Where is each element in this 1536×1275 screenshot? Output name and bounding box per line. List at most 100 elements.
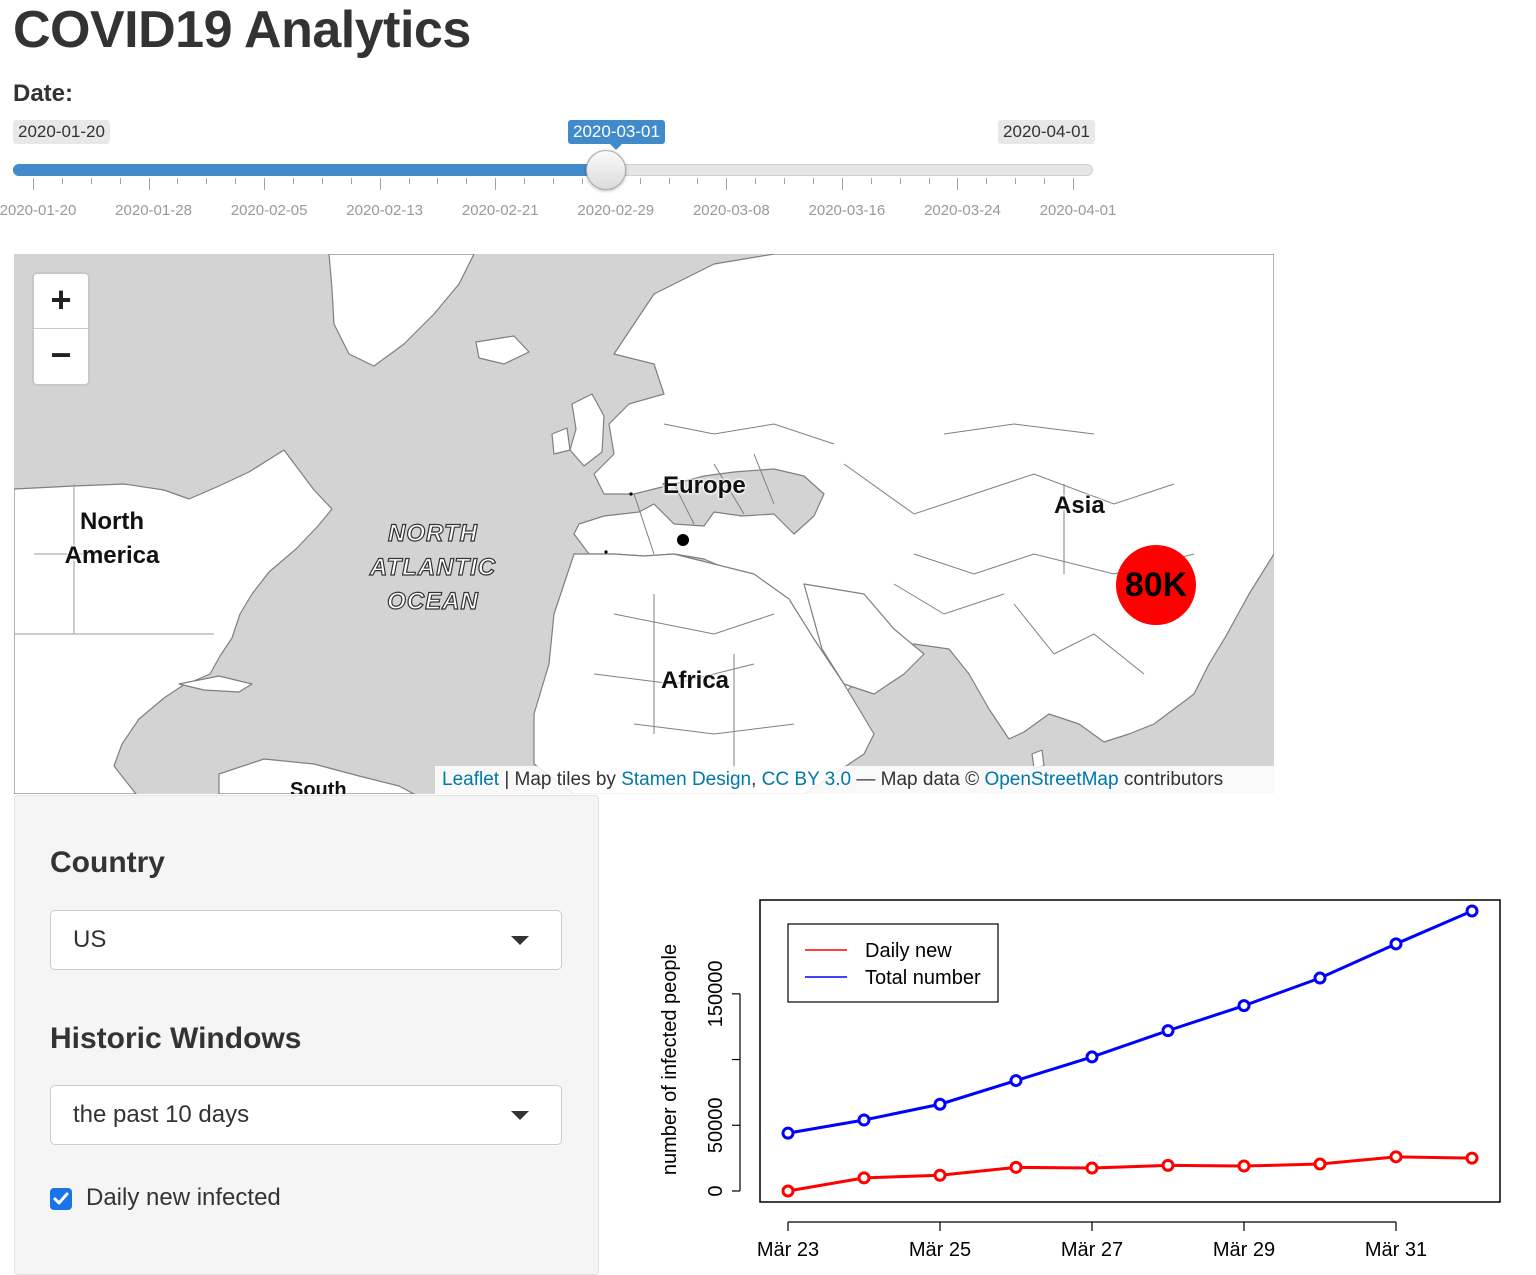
data-point xyxy=(933,1168,947,1182)
north-america-land xyxy=(14,449,333,794)
slider-tick-label: 2020-01-20 xyxy=(0,202,77,219)
slider-tick-label: 2020-04-01 xyxy=(1039,202,1117,219)
slider-tick xyxy=(148,178,150,190)
date-slider-label: Date: xyxy=(13,80,74,107)
data-point xyxy=(857,1113,871,1127)
slider-tick-label: 2020-03-08 xyxy=(692,202,770,219)
slider-tick xyxy=(957,178,959,190)
legend-entry: Total number xyxy=(865,967,981,989)
slider-minor-tick xyxy=(1015,178,1017,184)
date-slider-handle[interactable] xyxy=(585,150,626,190)
slider-minor-tick xyxy=(813,178,814,184)
y-tick-label: 50000 xyxy=(705,1097,727,1153)
y-tick-label: 0 xyxy=(705,1185,727,1196)
data-point xyxy=(1313,1157,1327,1171)
case-bubble-china[interactable]: 80K xyxy=(1116,545,1196,625)
stamen-link[interactable]: Stamen Design xyxy=(621,769,752,790)
historic-windows-label: Historic Windows xyxy=(50,1022,302,1055)
map-tiles xyxy=(14,254,1274,794)
slider-minor-tick xyxy=(697,178,699,184)
check-icon xyxy=(53,1192,69,1205)
map-attribution: Leaflet | Map tiles by Stamen Design, CC… xyxy=(435,766,1274,794)
osm-link[interactable]: OpenStreetMap xyxy=(984,769,1119,790)
label-europe: Europe xyxy=(663,472,746,499)
world-map[interactable] xyxy=(14,254,1274,794)
slider-minor-tick xyxy=(235,178,237,184)
greenland xyxy=(328,254,475,367)
uk xyxy=(569,393,605,467)
slider-min-label: 2020-01-20 xyxy=(13,120,110,144)
data-point xyxy=(1389,937,1403,951)
data-point xyxy=(781,1184,795,1198)
data-point xyxy=(857,1171,871,1185)
slider-minor-tick xyxy=(899,178,901,184)
attribution-comma: , xyxy=(751,769,762,790)
data-point xyxy=(1009,1074,1023,1088)
label-south-america-partial: South xyxy=(290,780,347,794)
cc-license-link[interactable]: CC BY 3.0 xyxy=(761,769,852,790)
slider-minor-tick xyxy=(408,178,410,184)
data-point xyxy=(1085,1050,1099,1064)
slider-minor-tick xyxy=(755,178,757,184)
chevron-down-icon xyxy=(511,1111,529,1120)
ireland xyxy=(551,427,571,455)
attribution-end: contributors xyxy=(1118,769,1224,790)
x-tick-label: Mär 29 xyxy=(1213,1239,1275,1261)
slider-tick-label: 2020-03-24 xyxy=(924,202,1001,219)
page-title: COVID19 Analytics xyxy=(13,1,471,59)
eurasia-land xyxy=(573,254,1274,743)
data-point xyxy=(1085,1161,1099,1175)
slider-tick xyxy=(726,178,728,190)
slider-max-label: 2020-04-01 xyxy=(998,120,1095,144)
slider-minor-tick xyxy=(321,178,323,184)
x-tick-label: Mär 23 xyxy=(757,1239,819,1261)
slider-minor-tick xyxy=(668,178,670,184)
data-point xyxy=(1009,1160,1023,1174)
slider-minor-tick xyxy=(206,178,208,184)
slider-current-value: 2020-03-01 xyxy=(568,120,665,150)
x-tick-label: Mär 25 xyxy=(909,1239,971,1261)
slider-tick-label: 2020-02-05 xyxy=(230,202,308,219)
x-tick-label: Mär 31 xyxy=(1365,1239,1427,1261)
slider-minor-tick xyxy=(928,178,930,184)
controls-panel xyxy=(14,795,599,1275)
slider-tick xyxy=(379,178,381,190)
slider-minor-tick xyxy=(524,178,526,184)
country-label: Country xyxy=(50,846,165,879)
slider-tick-label: 2020-01-28 xyxy=(115,202,192,219)
y-tick-label: 150000 xyxy=(705,960,727,1027)
label-asia: Asia xyxy=(1054,492,1105,519)
data-point xyxy=(1237,999,1251,1013)
leaflet-link[interactable]: Leaflet xyxy=(442,769,500,790)
plot-frame xyxy=(759,899,1501,1203)
country-select[interactable]: US xyxy=(50,910,562,970)
slider-tick xyxy=(1073,178,1074,190)
data-point xyxy=(781,1126,795,1140)
infection-chart: 0 50000 150000 number of infected people Mär… xyxy=(659,899,1501,1261)
data-point xyxy=(1313,971,1327,985)
south-america-land xyxy=(218,758,415,794)
data-point xyxy=(1161,1024,1175,1038)
slider-tick-label: 2020-02-21 xyxy=(461,202,539,219)
attribution-text: | Map tiles by xyxy=(499,769,622,790)
historic-window-value: the past 10 days xyxy=(73,1101,250,1128)
slider-minor-tick xyxy=(350,178,352,184)
slider-tick-label: 2020-02-29 xyxy=(577,202,655,219)
label-north-america: North America xyxy=(64,508,160,569)
attribution-text-2: — Map data © xyxy=(851,769,985,790)
data-point xyxy=(1161,1158,1175,1172)
map-zoom-control: + − xyxy=(32,272,90,386)
slider-minor-tick xyxy=(870,178,872,184)
zoom-out-button[interactable]: − xyxy=(50,334,72,375)
slider-tick xyxy=(33,178,34,190)
daily-new-checkbox[interactable] xyxy=(50,1188,72,1210)
slider-tick-label: 2020-02-13 xyxy=(346,202,424,219)
zoom-in-button[interactable]: + xyxy=(34,274,88,329)
slider-minor-tick xyxy=(553,178,554,184)
historic-window-select[interactable]: the past 10 days xyxy=(50,1085,562,1145)
slider-tick xyxy=(495,178,497,190)
label-north-atlantic-ocean: NORTH ATLANTIC OCEAN xyxy=(369,519,497,615)
cuba xyxy=(178,675,253,693)
legend-entry: Daily new xyxy=(865,940,952,962)
chevron-down-icon xyxy=(511,936,529,945)
